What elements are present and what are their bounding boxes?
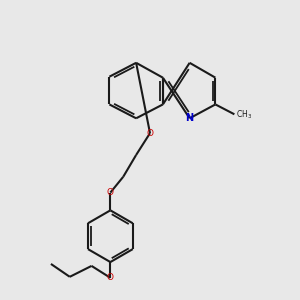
Text: N: N <box>186 113 194 123</box>
Text: O: O <box>107 273 114 282</box>
Text: CH$_3$: CH$_3$ <box>236 108 253 121</box>
Text: O: O <box>146 129 154 138</box>
Text: O: O <box>107 188 114 197</box>
